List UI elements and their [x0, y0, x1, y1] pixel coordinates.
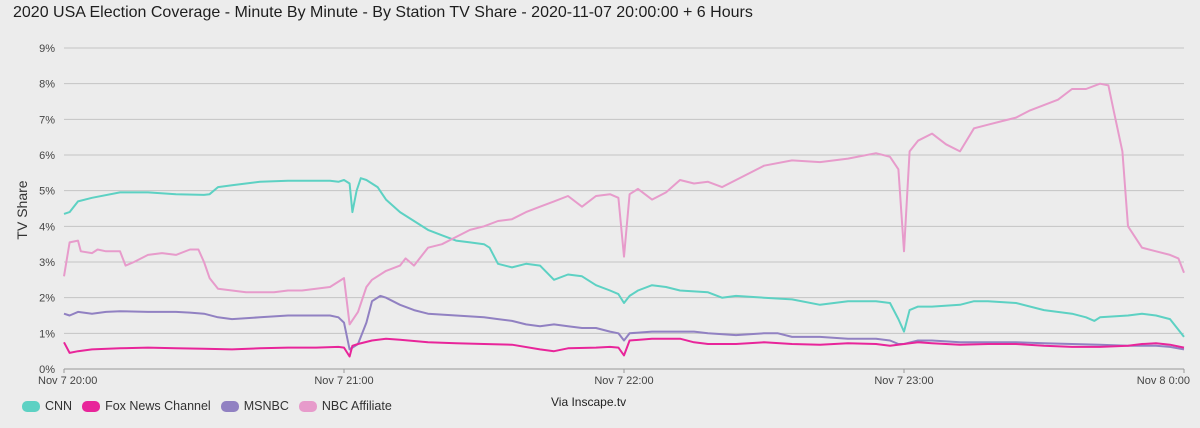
legend-label: MSNBC	[243, 399, 289, 413]
legend-swatch	[22, 400, 40, 412]
y-tick-label: 5%	[39, 186, 55, 198]
legend: CNN Fox News Channel MSNBC NBC Affiliate	[22, 399, 402, 413]
x-tick-label: Nov 7 22:00	[594, 375, 653, 387]
x-tick-label: Nov 7 20:00	[38, 375, 97, 387]
gridlines	[64, 47, 1184, 370]
y-axis-label: TV Share	[14, 180, 30, 239]
legend-label: Fox News Channel	[105, 399, 211, 413]
y-axis-ticks: 0% 1% 2% 3% 4% 5% 6% 7% 8% 9%	[39, 43, 55, 376]
legend-label: NBC Affiliate	[321, 399, 392, 413]
series-line-msnbc	[63, 294, 1185, 351]
series-line-fox-news-channel	[63, 337, 1185, 358]
x-tick-label: Nov 8 0:00	[1137, 375, 1190, 387]
y-tick-label: 6%	[39, 150, 55, 162]
y-tick-label: 2%	[39, 293, 55, 305]
series-line-cnn	[63, 177, 1185, 338]
y-tick-label: 8%	[39, 79, 55, 91]
y-tick-label: 1%	[39, 328, 55, 340]
series-line-nbc-affiliate	[63, 82, 1185, 326]
legend-swatch	[82, 400, 101, 412]
source-note: Via Inscape.tv	[551, 395, 627, 409]
y-tick-label: 7%	[39, 114, 55, 126]
chart-title: 2020 USA Election Coverage - Minute By M…	[13, 4, 753, 21]
series-lines	[63, 82, 1185, 358]
y-tick-label: 3%	[39, 257, 55, 269]
legend-swatch	[220, 400, 239, 412]
y-tick-label: 4%	[39, 221, 55, 233]
legend-label: CNN	[45, 399, 73, 413]
y-tick-label: 0%	[39, 364, 55, 376]
legend-item-nbc-affiliate[interactable]: NBC Affiliate	[298, 399, 392, 413]
x-axis-ticks: Nov 7 20:00 Nov 7 21:00 Nov 7 22:00 Nov 7 2…	[38, 369, 1190, 387]
legend-item-fox-news-channel[interactable]: Fox News Channel	[82, 399, 211, 413]
legend-item-msnbc[interactable]: MSNBC	[220, 399, 289, 413]
x-tick-label: Nov 7 23:00	[874, 375, 933, 387]
legend-item-cnn[interactable]: CNN	[22, 399, 72, 413]
y-tick-label: 9%	[39, 43, 55, 55]
x-tick-label: Nov 7 21:00	[314, 375, 373, 387]
legend-swatch	[298, 400, 317, 412]
